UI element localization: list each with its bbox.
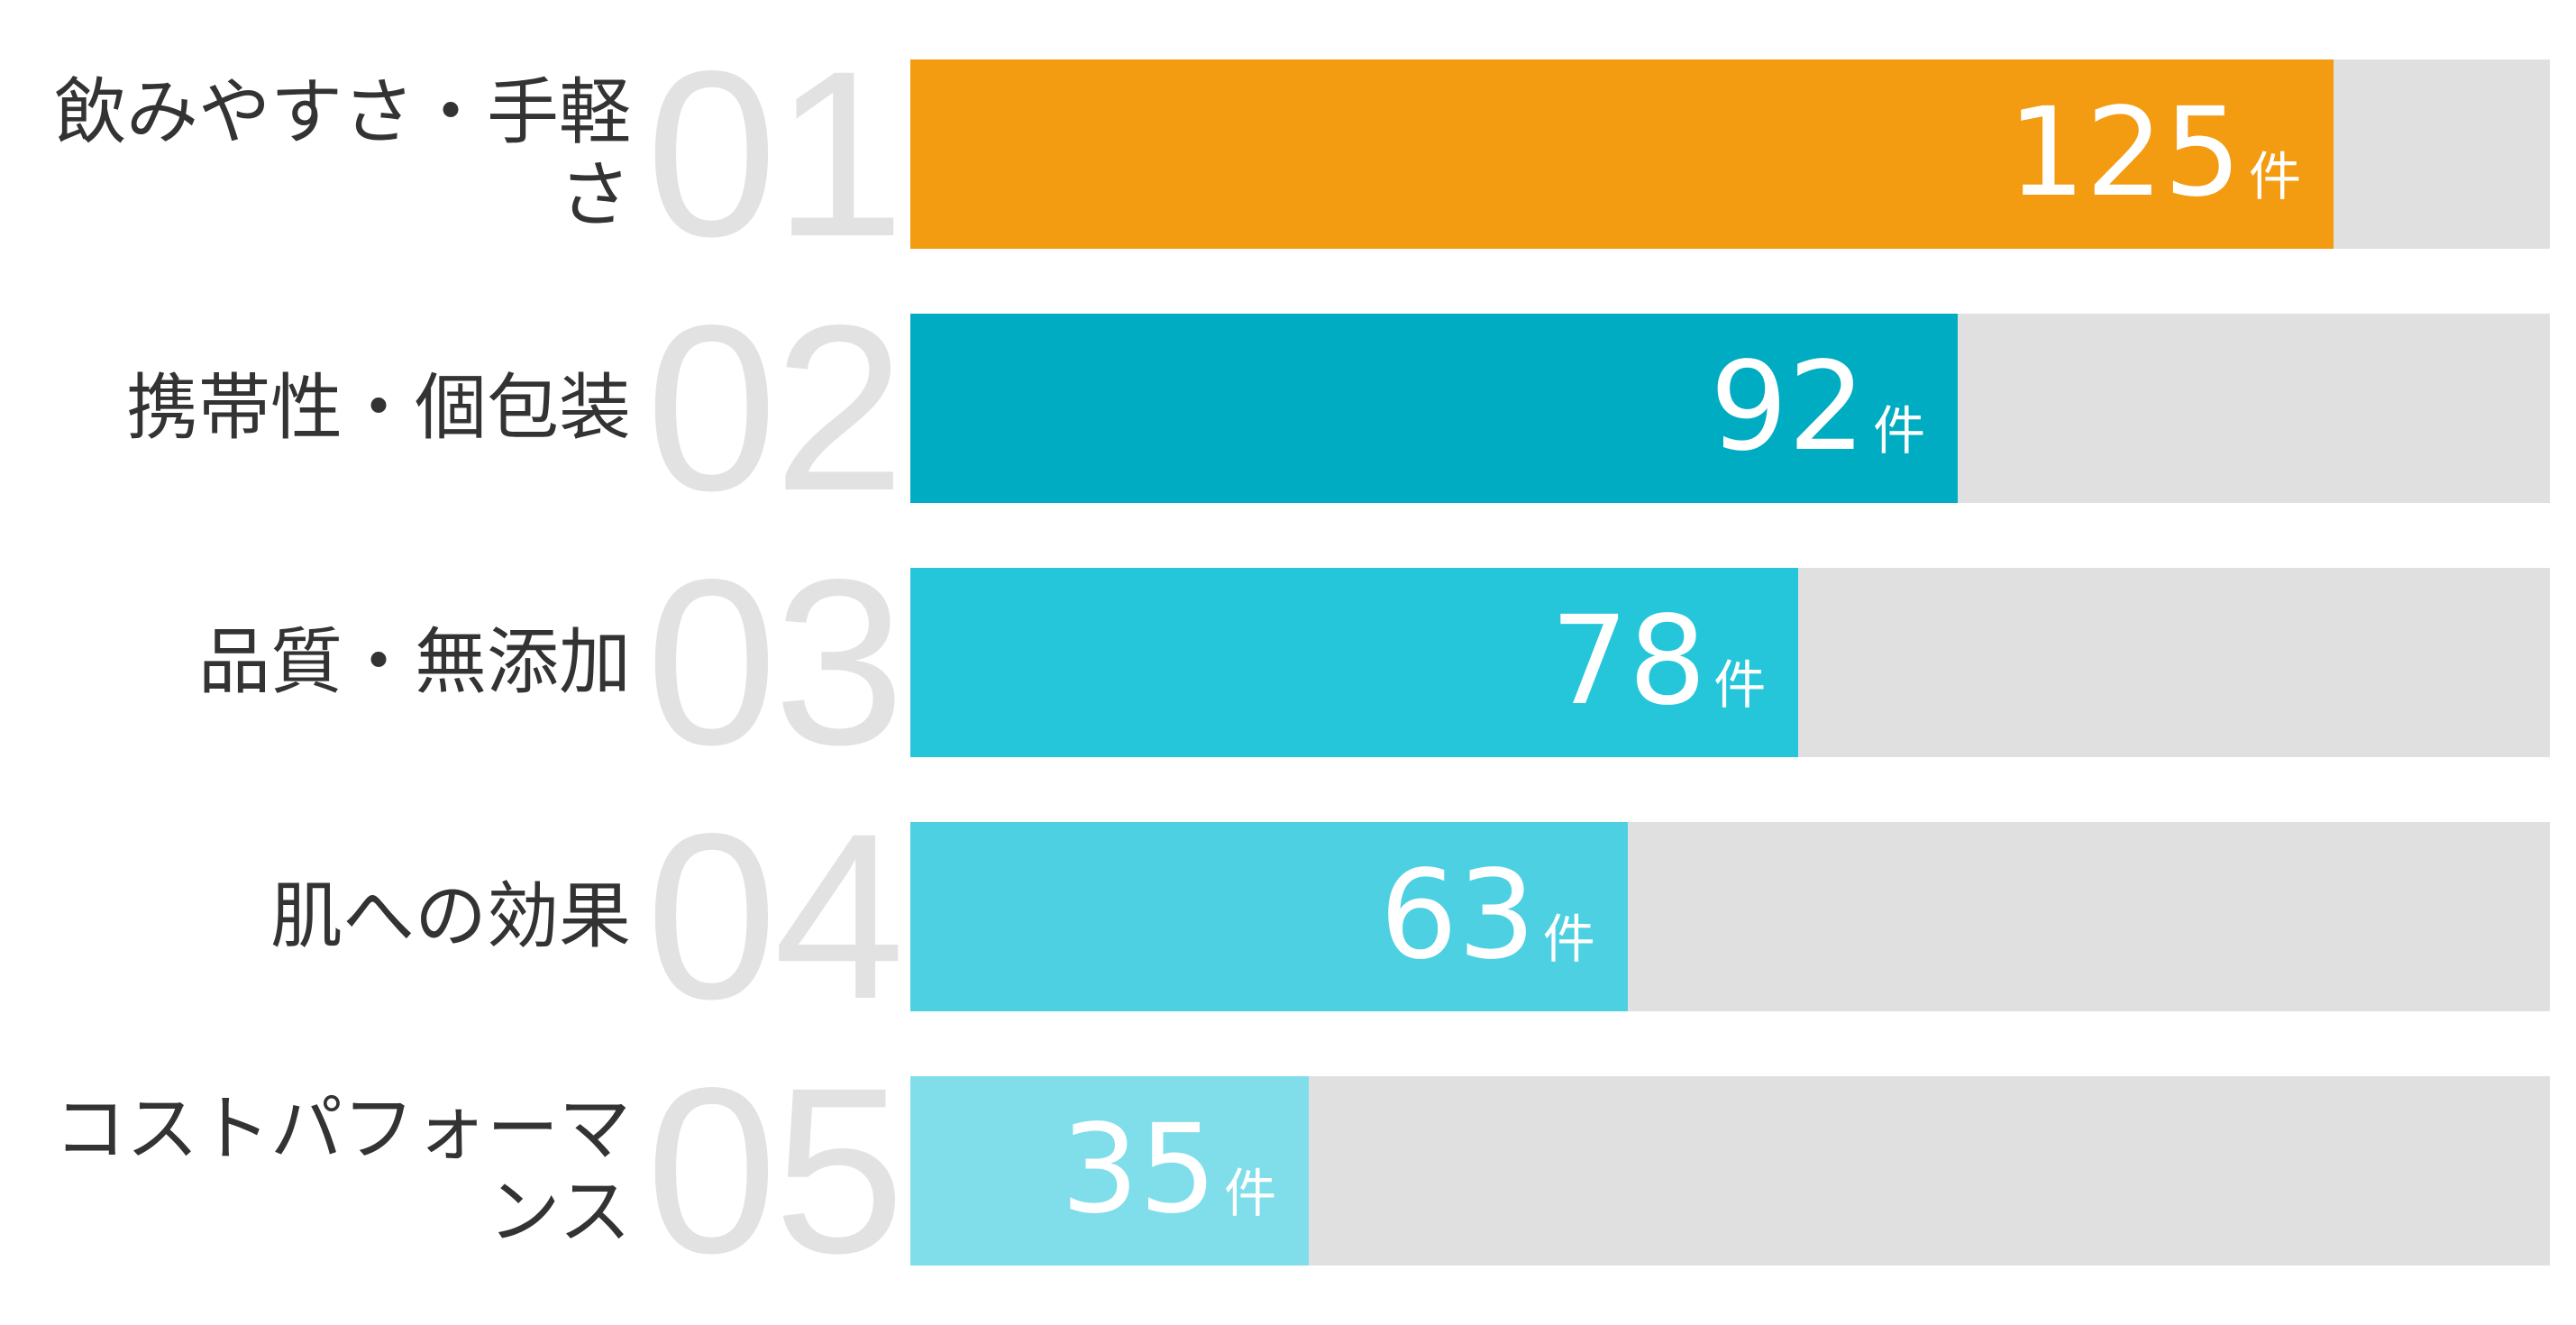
value-number: 125 (2007, 82, 2242, 224)
category-label-box: 品質・無添加 (9, 568, 631, 757)
bar: 78 件 (910, 568, 1799, 757)
bar-track: 63 件 (910, 822, 2550, 1011)
category-label: 飲みやすさ・手軽さ (54, 70, 631, 237)
bar: 92 件 (910, 314, 1959, 503)
bar-track: 92 件 (910, 314, 2550, 503)
rank-number: 01 (645, 22, 905, 286)
chart-row: 04 肌への効果 63 件 (0, 784, 2576, 1048)
value-number: 92 (1710, 336, 1867, 479)
data-label: 63 件 (1380, 854, 1595, 977)
chart-row: 01 飲みやすさ・手軽さ 125 件 (0, 22, 2576, 286)
value-unit: 件 (1224, 1163, 1277, 1224)
rank-number: 04 (645, 784, 905, 1048)
category-label: 携帯性・個包装 (126, 366, 631, 450)
bar: 35 件 (910, 1076, 1310, 1266)
data-label: 125 件 (2007, 92, 2301, 215)
value-unit: 件 (1713, 654, 1767, 716)
value-unit: 件 (1542, 909, 1595, 970)
value-number: 78 (1550, 590, 1707, 733)
bar-track: 35 件 (910, 1076, 2550, 1266)
chart-row: 05 コストパフォーマンス 35 件 (0, 1038, 2576, 1302)
data-label: 92 件 (1710, 346, 1925, 469)
bar-track: 78 件 (910, 568, 2550, 757)
category-label: 肌への効果 (270, 874, 631, 958)
category-label-box: コストパフォーマンス (9, 1076, 631, 1266)
rank-number: 05 (645, 1038, 905, 1302)
data-label: 35 件 (1061, 1109, 1276, 1231)
category-label: 品質・無添加 (198, 620, 631, 704)
value-number: 63 (1379, 845, 1536, 987)
value-unit: 件 (1873, 400, 1926, 461)
value-number: 35 (1061, 1099, 1218, 1241)
chart-row: 03 品質・無添加 78 件 (0, 530, 2576, 794)
category-label: コストパフォーマンス (54, 1087, 631, 1254)
category-label-box: 飲みやすさ・手軽さ (9, 59, 631, 249)
bar: 125 件 (910, 59, 2334, 249)
chart-row: 02 携帯性・個包装 92 件 (0, 276, 2576, 540)
data-label: 78 件 (1550, 600, 1766, 723)
rank-number: 02 (645, 276, 905, 540)
category-label-box: 肌への効果 (9, 822, 631, 1011)
bar-track: 125 件 (910, 59, 2550, 249)
rank-number: 03 (645, 530, 905, 794)
value-unit: 件 (2248, 146, 2301, 207)
bar: 63 件 (910, 822, 1628, 1011)
category-label-box: 携帯性・個包装 (9, 314, 631, 503)
